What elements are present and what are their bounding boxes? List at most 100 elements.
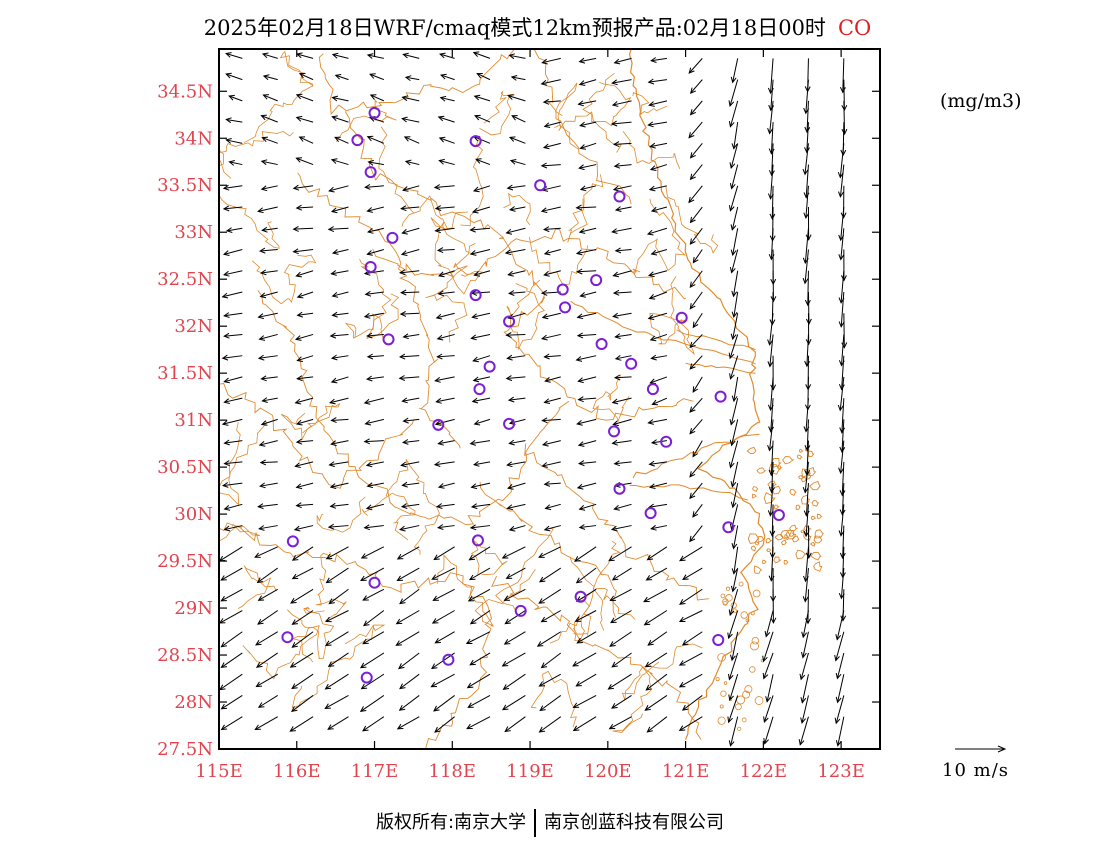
- wind-arrow-head: [359, 662, 367, 669]
- wind-arrow: [733, 376, 739, 402]
- wind-arrow-head: [839, 446, 846, 454]
- wind-arrow: [613, 312, 632, 318]
- wind-arrow: [440, 74, 455, 81]
- wind-arrow: [806, 334, 809, 367]
- wind-arrow: [506, 567, 526, 579]
- wind-arrow: [261, 160, 278, 166]
- wind-arrow: [260, 482, 278, 487]
- wind-arrow-head: [575, 680, 582, 687]
- wind-arrow: [647, 631, 668, 646]
- wind-arrow-head: [473, 271, 480, 277]
- wind-arrow: [262, 397, 278, 402]
- wind-arrow-head: [433, 461, 441, 467]
- wind-arrow: [434, 185, 455, 188]
- wind-arrow-head: [541, 462, 548, 468]
- wind-arrow-head: [331, 95, 339, 102]
- wind-arrow: [365, 291, 384, 295]
- units-label: (mg/m3): [940, 90, 1022, 112]
- wind-arrow-head: [538, 576, 546, 583]
- wind-arrow-head: [838, 321, 845, 328]
- wind-arrow-head: [613, 460, 620, 467]
- wind-arrow-head: [614, 355, 622, 361]
- wind-arrow: [365, 185, 384, 188]
- wind-arrow: [689, 525, 703, 542]
- wind-arrow-head: [473, 94, 481, 101]
- wind-arrow-head: [296, 311, 304, 318]
- scale-label: 10 m/s: [942, 760, 1009, 781]
- wind-arrow-head: [648, 460, 655, 467]
- boundary: [503, 192, 531, 226]
- wind-arrow-head: [614, 206, 622, 212]
- wind-arrow: [405, 76, 420, 81]
- y-tick-label: 29.5N: [157, 551, 213, 572]
- wind-arrow: [544, 525, 561, 531]
- wind-arrow-head: [612, 289, 620, 296]
- station-marker: [386, 231, 399, 244]
- wind-arrow: [541, 206, 561, 212]
- station-marker: [772, 509, 785, 522]
- wind-arrow-head: [501, 660, 509, 667]
- boundary: [592, 540, 621, 631]
- wind-arrow-head: [645, 575, 653, 581]
- wind-arrow: [580, 121, 597, 127]
- wind-arrow: [728, 652, 739, 680]
- wind-arrow: [804, 461, 809, 493]
- wind-arrow: [763, 631, 774, 662]
- island: [788, 532, 795, 537]
- island: [800, 476, 807, 483]
- wind-arrow: [544, 249, 561, 255]
- wind-arrow-head: [692, 256, 699, 264]
- wind-arrow-head: [540, 616, 548, 623]
- wind-arrow-head: [650, 249, 658, 256]
- wind-arrow-head: [612, 312, 619, 319]
- wind-arrow: [361, 546, 385, 559]
- wind-arrow: [474, 115, 491, 123]
- wind-arrow: [542, 461, 561, 467]
- station-marker: [644, 507, 657, 520]
- wind-arrow: [804, 143, 809, 175]
- wind-arrow: [402, 482, 420, 486]
- wind-arrow: [473, 376, 491, 381]
- wind-arrow: [297, 291, 314, 298]
- wind-arrow: [332, 54, 349, 59]
- station-marker: [660, 435, 673, 448]
- scale-arrow: [955, 745, 1007, 753]
- wind-arrow: [692, 312, 703, 328]
- wind-arrow-head: [689, 87, 696, 94]
- wind-arrow: [646, 567, 668, 581]
- wind-arrow: [610, 588, 632, 601]
- wind-arrow: [401, 461, 420, 466]
- station-marker: [534, 179, 547, 192]
- wind-arrow: [509, 291, 526, 294]
- wind-arrow: [295, 461, 314, 467]
- wind-arrow: [651, 355, 668, 359]
- wind-arrow: [612, 100, 632, 106]
- wind-arrow-head: [678, 660, 686, 666]
- wind-arrow-head: [543, 122, 551, 128]
- wind-arrow: [364, 525, 384, 529]
- wind-arrow-head: [440, 73, 447, 80]
- wind-arrow-head: [729, 373, 735, 380]
- wind-arrow-head: [538, 726, 546, 733]
- wind-arrow: [840, 228, 845, 260]
- wind-arrow-head: [613, 374, 621, 381]
- wind-arrow: [473, 461, 491, 466]
- wind-arrow: [360, 567, 385, 581]
- wind-arrow-head: [839, 86, 846, 94]
- wind-arrow: [469, 652, 491, 666]
- wind-arrow: [733, 122, 739, 149]
- wind-arrow-head: [577, 441, 585, 447]
- wind-arrow: [612, 567, 632, 581]
- y-tick-label: 27.5N: [157, 739, 213, 760]
- wind-arrow: [258, 588, 278, 601]
- wind-arrow: [771, 504, 774, 536]
- wind-arrow: [577, 418, 597, 425]
- wind-arrow-head: [291, 641, 298, 648]
- island: [810, 551, 822, 561]
- wind-arrow-head: [610, 120, 618, 127]
- boundary: [629, 484, 748, 501]
- island: [751, 493, 758, 499]
- island: [723, 681, 728, 685]
- wind-arrow: [261, 270, 278, 274]
- wind-arrow: [403, 53, 420, 59]
